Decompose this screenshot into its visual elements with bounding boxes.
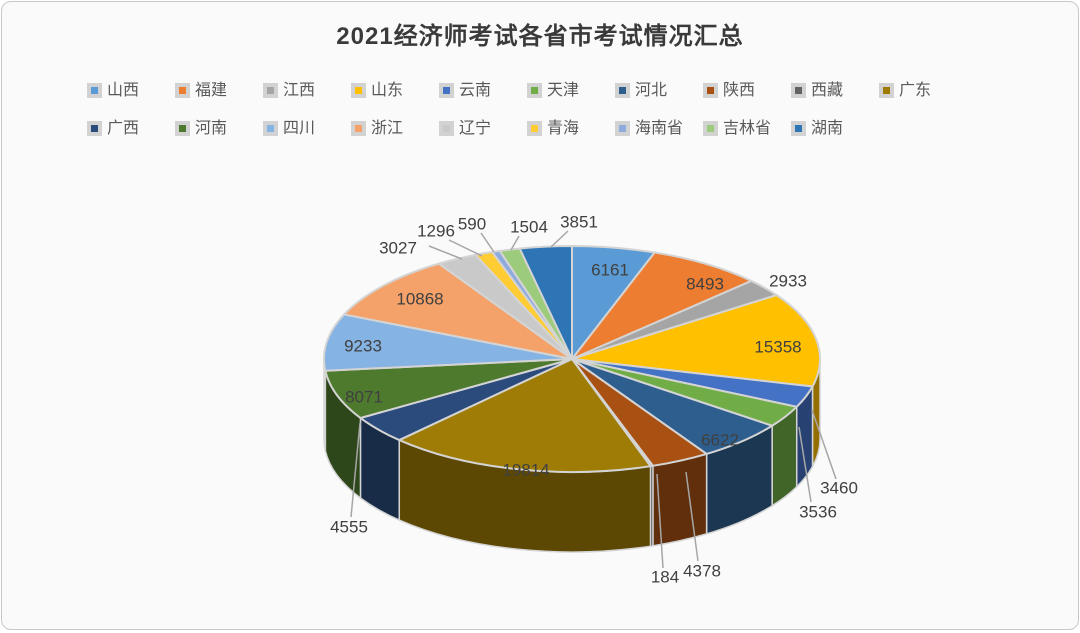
- slice-value-label: 184: [651, 568, 679, 587]
- legend-label: 山东: [371, 82, 404, 99]
- legend-label: 广东: [899, 82, 932, 99]
- legend-item: 山西: [87, 76, 175, 100]
- legend-color-swatch: [615, 121, 630, 136]
- slice-value-label: 6161: [591, 261, 629, 280]
- label-leader-line: [550, 230, 569, 248]
- legend-label: 吉林省: [723, 120, 772, 137]
- legend-label: 广西: [107, 120, 140, 137]
- slice-value-label: 15358: [754, 338, 801, 357]
- legend-color-swatch: [615, 83, 630, 98]
- legend-label: 山西: [107, 82, 140, 99]
- legend-item: 山东: [351, 76, 439, 100]
- slice-value-label: 1504: [510, 218, 548, 237]
- legend-item: 河北: [615, 76, 703, 100]
- legend-item: 浙江: [351, 114, 439, 138]
- legend-color-swatch: [263, 83, 278, 98]
- legend-label: 陕西: [723, 82, 756, 99]
- legend-color-swatch: [351, 121, 366, 136]
- label-leader-line: [480, 232, 495, 253]
- pie-slice: [571, 294, 821, 388]
- legend-label: 湖南: [811, 120, 844, 137]
- legend-label: 云南: [459, 82, 492, 99]
- legend-item: 天津: [527, 76, 615, 100]
- slice-value-label: 590: [458, 215, 486, 234]
- pie-slice: [571, 251, 753, 360]
- label-leader-line: [428, 245, 463, 260]
- legend-color-swatch: [527, 121, 542, 136]
- legend-item: 河南: [175, 114, 263, 138]
- pie-slice: [343, 262, 573, 360]
- legend-label: 海南省: [635, 120, 684, 137]
- pie-slice: [398, 358, 652, 473]
- slice-value-label: 3027: [379, 239, 417, 258]
- legend-item: 辽宁: [439, 114, 527, 138]
- legend-color-swatch: [439, 83, 454, 98]
- legend-color-swatch: [87, 83, 102, 98]
- slice-value-label: 6622: [701, 431, 739, 450]
- slice-value-label: 4378: [683, 562, 721, 581]
- legend-color-swatch: [351, 83, 366, 98]
- legend-label: 青海: [547, 120, 580, 137]
- slice-value-label: 10868: [396, 290, 443, 309]
- legend-item: 西藏: [791, 76, 879, 100]
- slice-value-label: 3851: [560, 213, 598, 232]
- legend-item: 云南: [439, 76, 527, 100]
- legend-color-swatch: [175, 121, 190, 136]
- label-leader-line: [811, 409, 837, 480]
- legend-item: 福建: [175, 76, 263, 100]
- legend-label: 辽宁: [459, 120, 492, 137]
- label-leader-line: [510, 235, 520, 251]
- pie-slice: [518, 245, 573, 360]
- legend-row-1: 山西 福建 江西 山东 云南 天津 河北 陕西 西藏 广东: [87, 76, 967, 100]
- legend-color-swatch: [175, 83, 190, 98]
- label-leader-line: [448, 239, 483, 257]
- legend-item: 广西: [87, 114, 175, 138]
- legend-label: 福建: [195, 82, 228, 99]
- legend-color-swatch: [439, 121, 454, 136]
- legend-item: 海南省: [615, 114, 703, 138]
- label-leader-line: [350, 422, 361, 518]
- slice-value-label: 3460: [820, 479, 858, 498]
- slice-value-label: 9233: [344, 337, 382, 356]
- legend-item: 吉林省: [703, 114, 791, 138]
- legend-label: 河北: [635, 82, 668, 99]
- legend-label: 浙江: [371, 120, 404, 137]
- slice-value-label: 8071: [345, 388, 383, 407]
- legend-label: 江西: [283, 82, 316, 99]
- slice-value-label: 4555: [330, 518, 368, 537]
- slice-value-label: 8493: [686, 275, 724, 294]
- legend-item: 四川: [263, 114, 351, 138]
- legend-color-swatch: [87, 121, 102, 136]
- legend-color-swatch: [703, 121, 718, 136]
- slice-value-label: 3536: [799, 503, 837, 522]
- legend-item: 广东: [879, 76, 967, 100]
- slice-value-label: 2933: [769, 272, 807, 291]
- legend-item: 陕西: [703, 76, 791, 100]
- legend-label: 河南: [195, 120, 228, 137]
- pie-slice: [323, 313, 573, 372]
- legend-color-swatch: [791, 83, 806, 98]
- legend-color-swatch: [263, 121, 278, 136]
- label-leader-line: [685, 471, 699, 562]
- legend-label: 西藏: [811, 82, 844, 99]
- slice-value-label: 1296: [417, 222, 455, 241]
- legend-color-swatch: [791, 121, 806, 136]
- legend-label: 四川: [283, 120, 316, 137]
- legend-color-swatch: [527, 83, 542, 98]
- legend-color-swatch: [879, 83, 894, 98]
- legend-label: 天津: [547, 82, 580, 99]
- legend-item: 青海: [527, 114, 615, 138]
- legend-item: 江西: [263, 76, 351, 100]
- legend-row-2: 广西 河南 四川 浙江 辽宁 青海 海南省 吉林省 湖南: [87, 114, 879, 138]
- legend-item: 湖南: [791, 114, 879, 138]
- label-leader-line: [656, 473, 664, 569]
- label-leader-line: [798, 426, 812, 503]
- slice-value-label: 19814: [502, 461, 549, 480]
- chart-title: 2021经济师考试各省市考试情况汇总: [336, 23, 744, 50]
- legend-color-swatch: [703, 83, 718, 98]
